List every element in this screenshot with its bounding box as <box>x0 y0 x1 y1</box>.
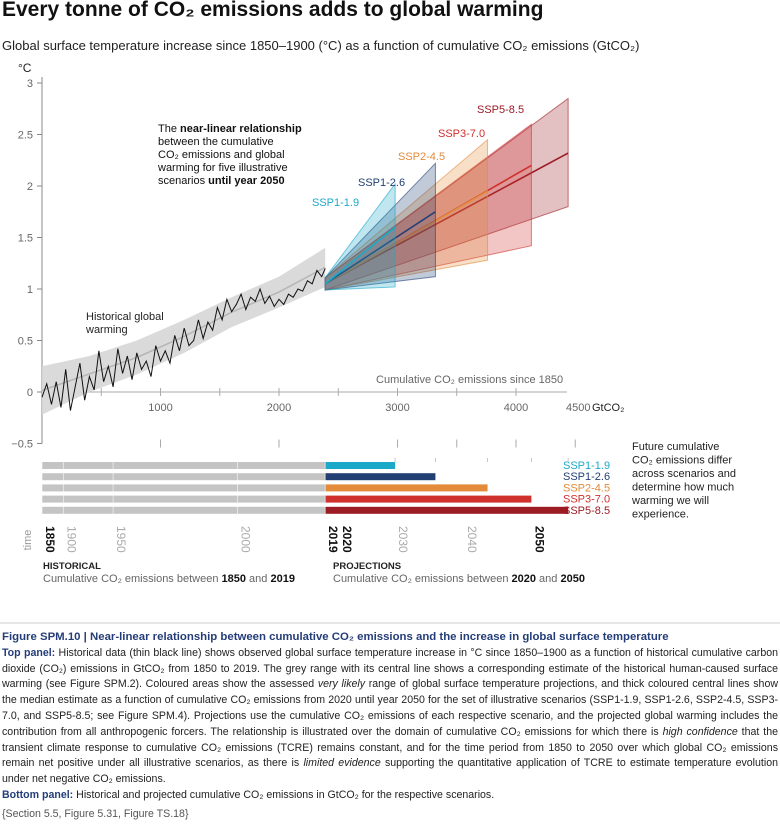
bar-projection-SSP1-1.9 <box>325 462 396 469</box>
bar-historical-SSP1-1.9 <box>42 462 326 469</box>
scenario-median-SSP5-8.5 <box>324 152 569 285</box>
x-tick-label: 4500 <box>566 402 590 414</box>
caption-top-panel: Top panel: Historical data (thin black l… <box>2 646 778 788</box>
year-label-2000: 2000 <box>239 526 253 553</box>
caption-top-italic-3: limited evidence <box>303 757 381 770</box>
caption-top-italic-2: high confidence <box>662 725 738 738</box>
x-axis-unit: GtCO₂ <box>592 402 624 414</box>
annotation-line3: CO₂ emissions and global <box>158 149 285 161</box>
year-label-2050: 2050 <box>532 526 546 553</box>
future-note-line: Future cumulative <box>632 441 719 453</box>
caption-figure-title: Figure SPM.10 | Near-linear relationship… <box>2 631 669 643</box>
caption-top-italic-1: very likely <box>317 678 366 691</box>
scenario-median-SSP1-1.9 <box>324 226 396 285</box>
time-axis-label: time <box>22 530 34 551</box>
year-label-2020: 2020 <box>340 526 354 553</box>
year-label-2040: 2040 <box>465 526 479 553</box>
y-tick-label: 2.5 <box>18 130 33 142</box>
scenario-label-SSP2-4.5: SSP2-4.5 <box>398 151 445 163</box>
future-note-line: experience. <box>632 509 689 521</box>
x-tick-label: 2000 <box>267 402 291 414</box>
year-label-2030: 2030 <box>396 526 410 553</box>
annotation-line2: between the cumulative <box>158 136 274 148</box>
caption-top-text-4: supporting the quantitative application … <box>2 757 778 786</box>
bar-projection-SSP2-4.5 <box>325 484 488 492</box>
x-tick-label: 4000 <box>504 402 528 414</box>
future-note-line: CO₂ emissions differ <box>632 455 732 467</box>
historical-label-line2: warming <box>85 324 128 336</box>
y-tick-label: 0.5 <box>18 336 33 348</box>
year-label-1950: 1950 <box>114 526 128 553</box>
year-label-1850: 1850 <box>43 526 57 553</box>
chart-figure: °C 3 2.5 2 1.5 1 0.5 0 −0.5 1000 2000 3000 4000 4500 G… <box>0 61 780 624</box>
historical-label-line1: Historical global <box>86 311 164 323</box>
y-tick-label: 1 <box>27 284 33 296</box>
figure-caption: Figure SPM.10 | Near-linear relationship… <box>2 630 778 823</box>
bar-label-SSP1-2.6: SSP1-2.6 <box>563 471 610 483</box>
y-tick-label: 3 <box>27 78 33 90</box>
scenario-median-SSP1-2.6 <box>324 211 436 285</box>
caption-top-label: Top panel: <box>2 646 56 659</box>
historical-central-line <box>41 266 326 392</box>
bar-historical-SSP5-8.5 <box>42 506 326 514</box>
scenario-label-SSP1-2.6: SSP1-2.6 <box>358 177 405 189</box>
x-tick-label: 1000 <box>148 402 172 414</box>
scenario-label-SSP1-1.9: SSP1-1.9 <box>312 197 359 209</box>
caption-reference: {Section 5.5, Figure 5.31, Figure TS.18} <box>2 807 189 820</box>
scenario-label-SSP5-8.5: SSP5-8.5 <box>477 104 524 116</box>
y-tick-label: 1.5 <box>18 233 33 245</box>
future-note-line: warming we will <box>631 495 709 507</box>
future-note-line: across scenarios and <box>632 468 736 480</box>
bar-historical-SSP2-4.5 <box>42 484 326 492</box>
year-label-1900: 1900 <box>64 526 78 553</box>
bar-projection-SSP3-7.0 <box>325 495 532 503</box>
y-tick-label: 0 <box>27 387 33 399</box>
bar-label-SSP3-7.0: SSP3-7.0 <box>563 494 610 506</box>
bar-projection-SSP1-2.6 <box>325 473 436 481</box>
caption-top-text-1: Historical data (thin black line) shows … <box>2 646 778 691</box>
x-tick-label: 3000 <box>385 402 409 414</box>
scenario-median-SSP2-4.5 <box>324 190 488 285</box>
annotation-line4: warming for five illustrative <box>157 162 288 174</box>
historical-text: Cumulative CO₂ emissions between 1850 an… <box>43 573 295 585</box>
scenario-range-SSP1-1.9 <box>324 182 396 291</box>
future-note-line: determine how much <box>632 482 734 494</box>
annotation-line5: scenarios until year 2050 <box>158 175 285 187</box>
scenario-label-SSP3-7.0: SSP3-7.0 <box>438 128 485 140</box>
bar-label-SSP2-4.5: SSP2-4.5 <box>563 482 610 494</box>
caption-bottom-panel: Bottom panel: Historical and projected c… <box>2 788 778 804</box>
projections-heading: PROJECTIONS <box>333 561 401 572</box>
historical-observed-line <box>41 268 326 411</box>
annotation-line1: The near-linear relationship <box>158 123 302 135</box>
bar-projection-SSP5-8.5 <box>325 506 569 514</box>
y-tick-label: −0.5 <box>11 439 33 451</box>
bar-historical-SSP3-7.0 <box>42 495 326 503</box>
chart-subtitle: Global surface temperature increase sinc… <box>2 38 640 53</box>
caption-bottom-label: Bottom panel: <box>2 788 74 801</box>
historical-heading: HISTORICAL <box>43 561 101 572</box>
chart-title: Every tonne of CO₂ emissions adds to glo… <box>2 0 544 21</box>
bar-historical-SSP1-2.6 <box>42 473 326 481</box>
y-tick-label: 2 <box>27 181 33 193</box>
bar-label-SSP5-8.5: SSP5-8.5 <box>563 505 610 517</box>
caption-top-text-2: range of global surface temperature proj… <box>2 678 778 738</box>
caption-bottom-text: Historical and projected cumulative CO₂ … <box>73 788 495 801</box>
y-axis-unit-label: °C <box>18 61 32 75</box>
projections-text: Cumulative CO₂ emissions between 2020 an… <box>333 573 585 585</box>
caption-top-text-3: that the transient climate response to c… <box>2 725 779 770</box>
year-label-2019: 2019 <box>326 526 340 553</box>
bar-label-SSP1-1.9: SSP1-1.9 <box>563 460 610 472</box>
x-axis-label: Cumulative CO₂ emissions since 1850 <box>376 374 563 386</box>
